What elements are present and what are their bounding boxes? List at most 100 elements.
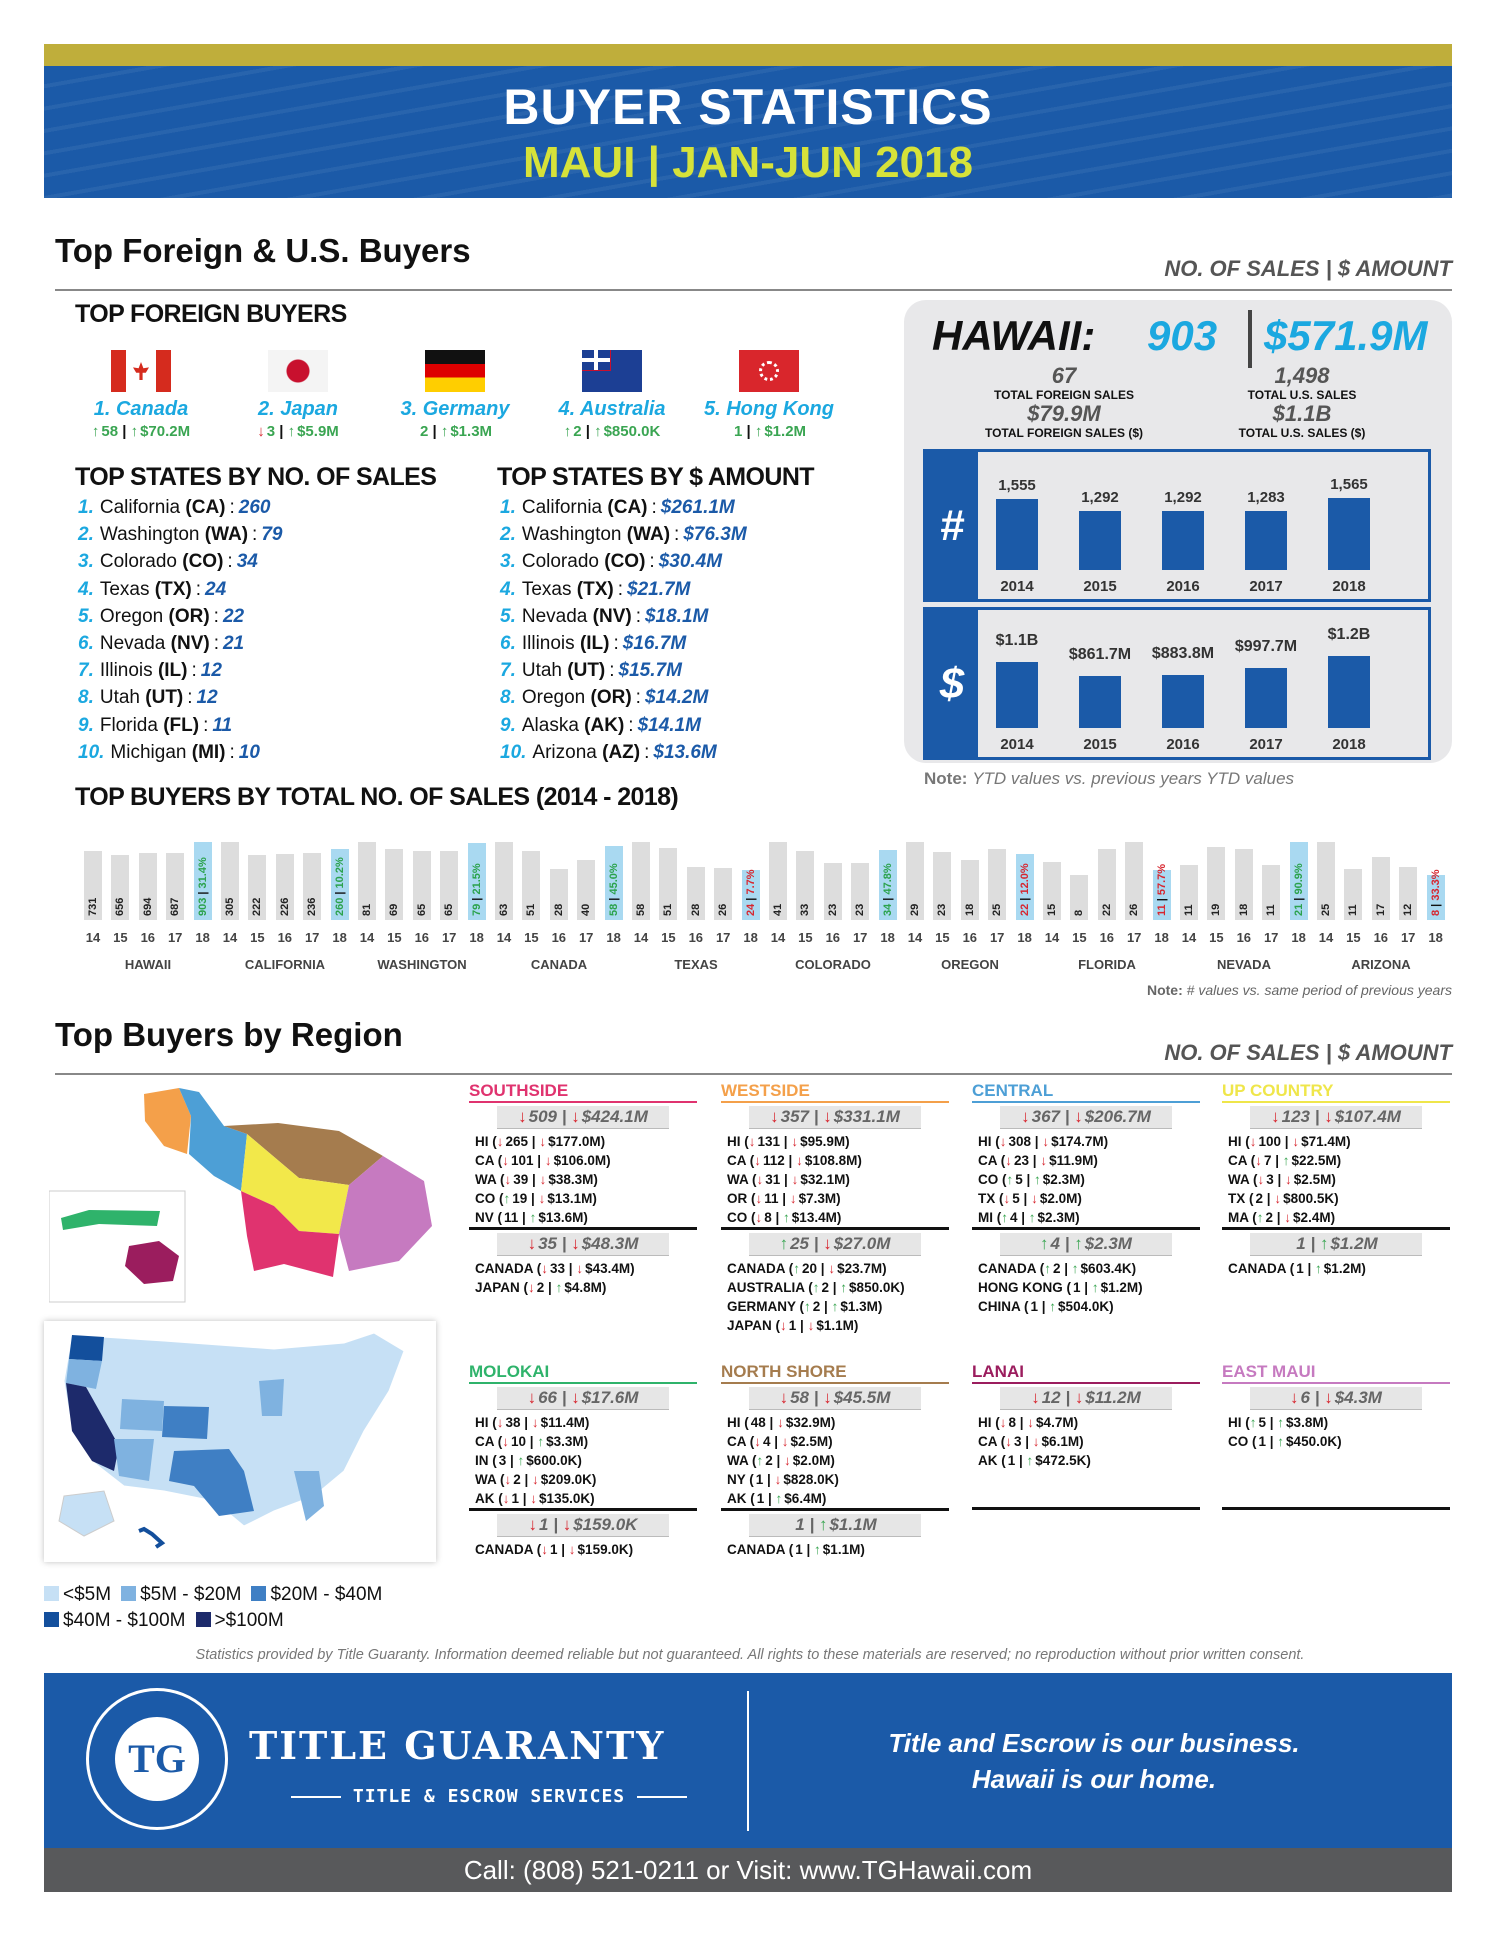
percent-change: 31.4% <box>196 857 209 889</box>
buyer-row: HI48 $32.9M <box>727 1413 949 1432</box>
buyer-origin: CO <box>475 1191 504 1206</box>
state-abbr: (UT) <box>567 660 606 682</box>
state-name: Washington <box>521 524 622 546</box>
year-label: 16 <box>1373 930 1389 945</box>
bar-value: 65 <box>443 903 456 916</box>
tagline-line-2: Hawaii is our home. <box>971 1764 1217 1794</box>
count: 2 <box>765 1453 773 1468</box>
buyer-origin: HONG KONG <box>978 1280 1071 1295</box>
arrow-up-icon <box>793 1261 800 1276</box>
buyer-origin: MI <box>978 1210 1001 1225</box>
logo-initials: TG <box>115 1717 199 1801</box>
bar: 731 <box>84 851 102 920</box>
bar-value: 58 <box>607 903 620 916</box>
amount: $450.0K <box>1286 1434 1338 1449</box>
bar-value-label: 11 57.7% <box>1156 864 1168 916</box>
arrow-up-icon <box>840 1280 847 1295</box>
year-label: 18 <box>332 930 347 945</box>
bar-value: 34 <box>881 903 894 916</box>
us-totals: 1,498 TOTAL U.S. SALES $1.1B TOTAL U.S. … <box>1202 364 1402 441</box>
state-list-item: 9. Florida (FL):11 <box>78 712 282 739</box>
bar-year-label: 2018 <box>1332 736 1366 753</box>
buyer-origin: CA <box>475 1434 502 1449</box>
bar-value-label: 26 <box>1128 904 1140 916</box>
bar: 25 <box>988 849 1007 920</box>
amount: $424.1M <box>581 1107 648 1126</box>
buyer-origin: TX <box>1228 1191 1254 1206</box>
buyer-row: HI 308 $174.7M <box>978 1132 1200 1151</box>
foreign-sales-label: TOTAL FOREIGN SALES <box>993 388 1134 402</box>
arrow-down-icon <box>782 1434 789 1449</box>
amount: $2.3M <box>1042 1172 1081 1187</box>
buyer-origin: AK <box>727 1491 755 1506</box>
bar-value: 33 <box>799 903 812 916</box>
state-abbr: (FL) <box>163 714 200 736</box>
buyer-row: WA 2 $2.0M <box>727 1451 949 1470</box>
year-label: 17 <box>167 930 183 945</box>
arrow-down-icon <box>528 1280 535 1295</box>
bar-value-label: 65 <box>416 904 428 916</box>
state-abbr: (TX) <box>576 578 614 600</box>
year-label: 16 <box>140 930 156 945</box>
bar-2017 <box>1245 668 1287 728</box>
hawaii-amount: $571.9M <box>1264 312 1428 359</box>
brand-subtitle: TITLE & ESCROW SERVICES <box>249 1786 729 1807</box>
contact-bar[interactable]: Call: (808) 521-0211 or Visit: www.TGHaw… <box>44 1848 1452 1892</box>
buyer-origin: JAPAN <box>475 1280 528 1295</box>
legend-item: $5M - $20M <box>121 1584 241 1605</box>
arrow-up-icon <box>1320 1234 1329 1253</box>
count: 2 <box>1255 1191 1264 1206</box>
state-value: $261.1M <box>660 497 735 518</box>
state-name: Nevada <box>521 605 588 627</box>
buyer-row: WA 31 $32.1M <box>727 1170 949 1189</box>
state-abbr: (IL) <box>157 660 188 682</box>
bar-value: 12 <box>1402 903 1415 916</box>
year-label: 17 <box>1126 930 1142 945</box>
region-us-total: 123 $107.4M <box>1250 1106 1422 1129</box>
arrow-up-icon <box>813 1280 820 1295</box>
region-us-total: 66 $17.6M <box>497 1387 669 1410</box>
separator <box>803 1542 814 1557</box>
arrow-up-icon <box>1072 1261 1079 1276</box>
bar: 305 <box>221 842 239 920</box>
westside-region <box>144 1088 191 1154</box>
rank: 1. <box>78 497 94 518</box>
state-abbr: (WA) <box>204 524 249 546</box>
separator <box>118 423 131 440</box>
state-abbr: (OR) <box>590 687 632 709</box>
note-label: Note: <box>924 769 968 788</box>
bar-value: 22 <box>1100 903 1113 916</box>
arrow-up-icon <box>1315 1261 1322 1276</box>
separator <box>1061 1261 1072 1276</box>
foreign-buyer-stats: 3 $5.9M <box>223 423 373 440</box>
hawaii-label: HAWAII: <box>932 312 1096 359</box>
separator <box>1266 1434 1277 1449</box>
separator <box>1061 1388 1075 1407</box>
bar-value-label: 40 <box>580 904 592 916</box>
state-value: 34 <box>236 551 258 573</box>
arrow-down-icon <box>792 1172 799 1187</box>
bar: 26 <box>714 868 733 920</box>
bar-2014 <box>996 662 1038 728</box>
arrow-up-icon <box>804 1299 811 1314</box>
state-name: Oregon <box>99 605 164 627</box>
amount: $107.4M <box>1334 1107 1401 1126</box>
bar: 687 <box>166 853 185 920</box>
bar-2015 <box>1079 676 1121 728</box>
percent-change: 33.3% <box>1429 869 1442 901</box>
bar-year-label: 2016 <box>1166 736 1200 753</box>
divider <box>636 1796 687 1798</box>
count: 112 <box>763 1153 785 1168</box>
buyer-origin: CA <box>1228 1153 1255 1168</box>
separator <box>1019 895 1031 904</box>
arrow-down-icon <box>1290 1388 1299 1407</box>
separator <box>780 1172 791 1187</box>
separator <box>796 1318 807 1333</box>
buyer-row: CANADA 1 $159.0K <box>475 1540 697 1559</box>
arrow-down-icon <box>1033 1434 1040 1449</box>
brand-subtitle-text: TITLE & ESCROW SERVICES <box>352 1786 626 1807</box>
count: 2 <box>513 1472 521 1487</box>
bar: 26 <box>1125 842 1144 920</box>
arrow-up-icon <box>594 423 602 440</box>
foreign-buyer-item: 2. Japan 3 $5.9M <box>223 350 373 440</box>
